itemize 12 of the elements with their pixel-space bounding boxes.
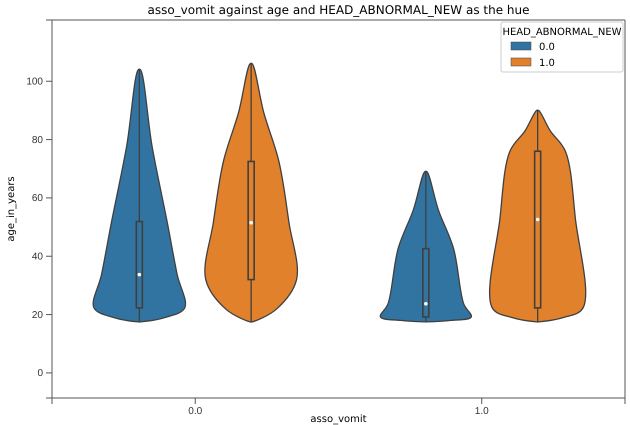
y-tick-label: 100 <box>26 76 44 88</box>
x-axis-title: asso_vomit <box>310 414 367 425</box>
y-tick-label: 0 <box>37 368 44 380</box>
chart-title: asso_vomit against age and HEAD_ABNORMAL_NEW as the hue <box>147 3 530 17</box>
y-tick-label: 60 <box>32 193 44 204</box>
y-tick-label: 20 <box>32 310 44 321</box>
y-tick-label: 80 <box>32 134 44 146</box>
legend-label: 0.0 <box>539 42 555 53</box>
legend-title: HEAD_ABNORMAL_NEW <box>502 27 622 38</box>
legend-label: 1.0 <box>539 58 555 69</box>
y-tick-label: 40 <box>32 251 44 262</box>
y-axis-title: age_in_years <box>6 176 17 242</box>
